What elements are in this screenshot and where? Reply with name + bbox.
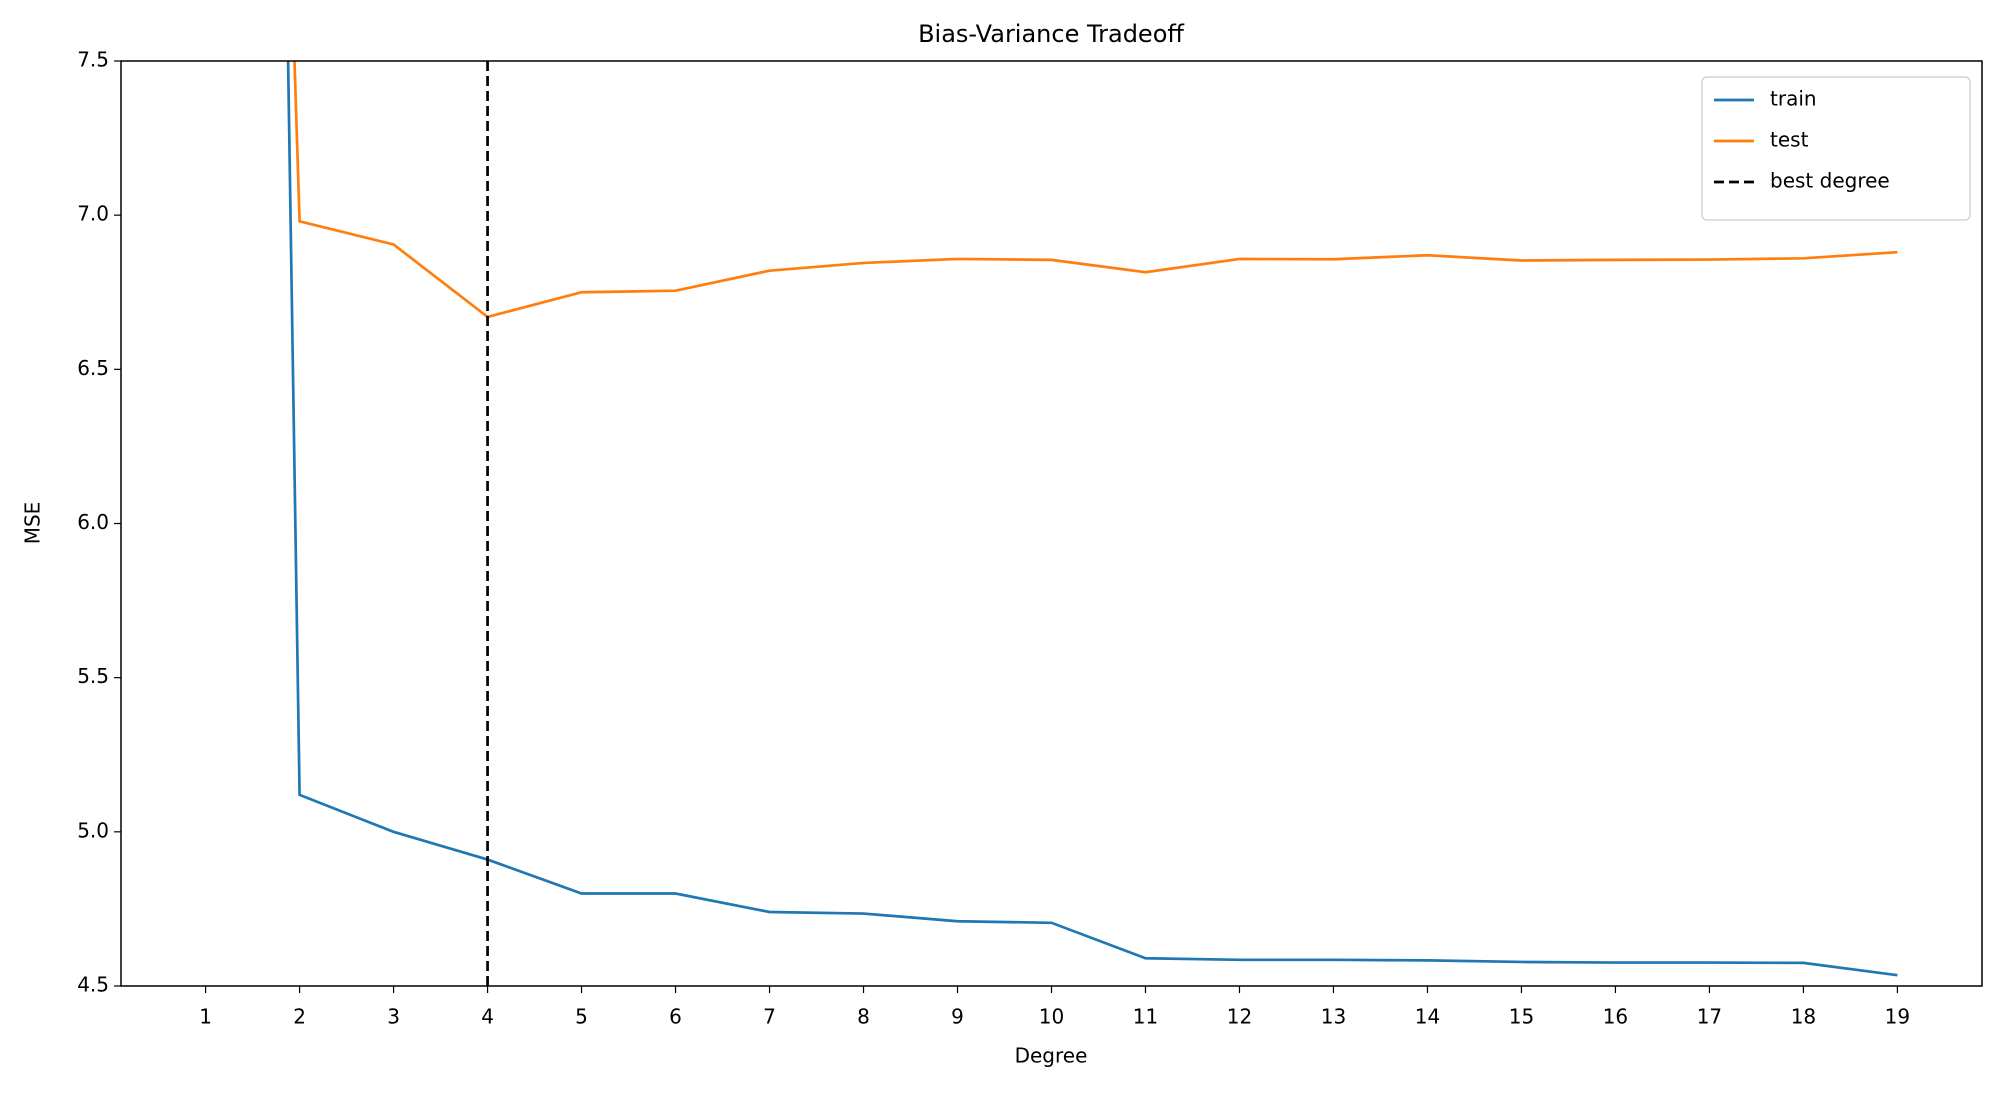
x-tick-label: 2 <box>293 1005 306 1029</box>
x-tick-label: 4 <box>481 1005 494 1029</box>
x-tick-label: 7 <box>763 1005 776 1029</box>
x-axis-label: Degree <box>1015 1044 1088 1068</box>
legend: train test best degree <box>1701 76 1971 221</box>
y-tick-label: 4.5 <box>77 973 109 997</box>
y-tick-label: 6.5 <box>77 356 109 380</box>
y-tick-label: 5.0 <box>77 818 109 842</box>
plot-area <box>286 61 1898 986</box>
x-tick-label: 6 <box>669 1005 682 1029</box>
x-tick-label: 8 <box>857 1005 870 1029</box>
x-tick-label: 13 <box>1321 1005 1346 1029</box>
legend-box <box>1701 76 1971 221</box>
x-tick-label: 5 <box>575 1005 588 1029</box>
y-tick-label: 5.5 <box>77 664 109 688</box>
legend-label: best degree <box>1770 169 1890 193</box>
x-tick-label: 10 <box>1039 1005 1064 1029</box>
x-tick-label: 15 <box>1509 1005 1534 1029</box>
y-axis-label: MSE <box>21 502 45 545</box>
x-tick-label: 1 <box>199 1005 212 1029</box>
x-tick-label: 3 <box>387 1005 400 1029</box>
x-tick-label: 17 <box>1697 1005 1722 1029</box>
y-tick-label: 6.0 <box>77 510 109 534</box>
y-tick-label: 7.0 <box>77 202 109 226</box>
x-tick-label: 12 <box>1227 1005 1252 1029</box>
x-tick-label: 16 <box>1603 1005 1628 1029</box>
y-tick-label: 7.5 <box>77 48 109 72</box>
x-tick-label: 18 <box>1791 1005 1816 1029</box>
legend-label: test <box>1770 128 1809 152</box>
chart-title: Bias-Variance Tradeoff <box>918 20 1184 48</box>
x-tick-label: 9 <box>951 1005 964 1029</box>
legend-label: train <box>1770 87 1817 111</box>
x-tick-label: 14 <box>1415 1005 1440 1029</box>
x-tick-label: 19 <box>1885 1005 1910 1029</box>
x-tick-label: 11 <box>1133 1005 1158 1029</box>
